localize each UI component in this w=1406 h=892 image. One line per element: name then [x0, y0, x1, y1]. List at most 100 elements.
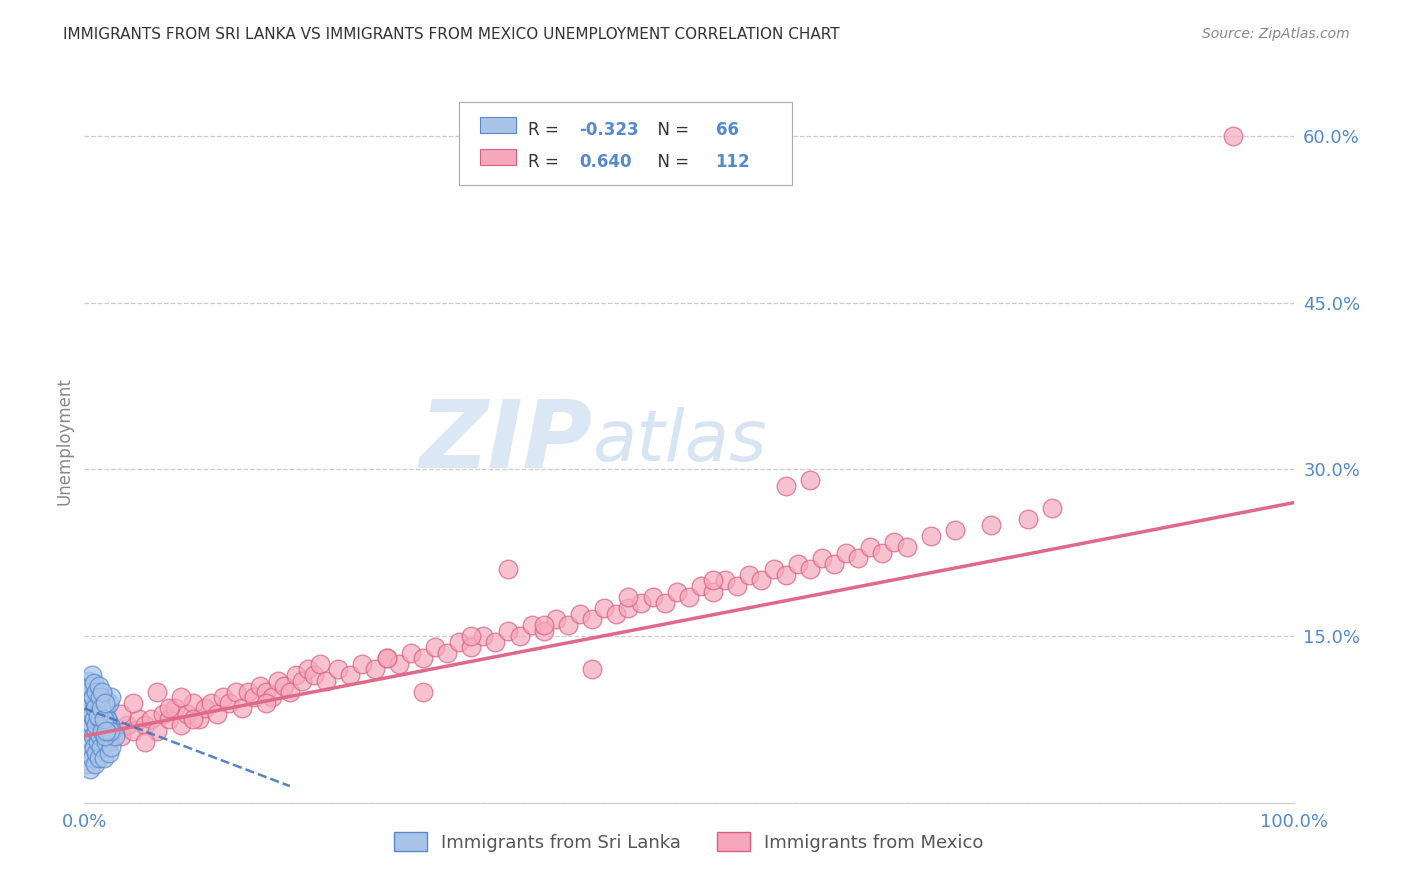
Point [77, 673, 100, 688]
Point [96, 713, 118, 727]
Point [883, 534, 905, 549]
FancyBboxPatch shape [479, 149, 516, 165]
Point [86, 718, 108, 732]
Point [472, 629, 495, 643]
Point [460, 640, 482, 655]
Point [581, 662, 603, 676]
Point [496, 562, 519, 576]
Point [786, 557, 808, 571]
Point [83, 713, 105, 727]
Point [80, 718, 103, 732]
Text: R =: R = [529, 153, 564, 170]
FancyBboxPatch shape [460, 102, 792, 185]
Point [82, 690, 104, 705]
Text: N =: N = [647, 121, 695, 139]
Point [823, 557, 845, 571]
Point [267, 673, 290, 688]
Point [89, 729, 111, 743]
Point [690, 579, 713, 593]
Point [388, 657, 411, 671]
Point [170, 690, 193, 705]
Point [152, 706, 174, 721]
Point [165, 701, 187, 715]
Point [249, 679, 271, 693]
Point [260, 690, 283, 705]
Point [412, 684, 434, 698]
Point [170, 718, 193, 732]
Point [799, 562, 821, 576]
Point [176, 706, 198, 721]
Point [157, 701, 180, 715]
Point [100, 740, 122, 755]
Point [121, 723, 143, 738]
Point [139, 713, 162, 727]
Point [128, 713, 150, 727]
Point [157, 713, 180, 727]
Point [520, 618, 543, 632]
Point [87, 751, 110, 765]
Point [87, 679, 110, 693]
Point [94, 701, 117, 715]
Point [284, 668, 308, 682]
Text: -0.323: -0.323 [579, 121, 638, 139]
Point [449, 634, 471, 648]
Point [84, 701, 107, 715]
Point [641, 590, 664, 604]
Text: IMMIGRANTS FROM SRI LANKA VS IMMIGRANTS FROM MEXICO UNEMPLOYMENT CORRELATION CHA: IMMIGRANTS FROM SRI LANKA VS IMMIGRANTS … [63, 27, 839, 42]
Point [533, 618, 555, 632]
Point [194, 701, 217, 715]
Point [302, 668, 325, 682]
Point [751, 574, 773, 588]
Point [799, 474, 821, 488]
Point [94, 723, 117, 738]
Point [363, 662, 385, 676]
Point [1017, 512, 1039, 526]
Point [200, 696, 222, 710]
Point [86, 713, 108, 727]
Point [101, 723, 124, 738]
Point [110, 706, 132, 721]
Text: ZIP: ZIP [419, 395, 592, 488]
Point [859, 540, 882, 554]
Point [93, 690, 115, 705]
Point [605, 607, 627, 621]
Point [91, 684, 114, 698]
Point [181, 713, 204, 727]
Point [291, 673, 314, 688]
Point [496, 624, 519, 638]
Point [762, 562, 785, 576]
Point [86, 740, 108, 755]
Point [943, 524, 966, 538]
Point [352, 657, 374, 671]
Point [84, 701, 107, 715]
Point [79, 763, 101, 777]
Point [82, 690, 104, 705]
Text: 66: 66 [716, 121, 738, 139]
Point [90, 740, 112, 755]
Point [702, 584, 724, 599]
Point [94, 729, 117, 743]
Point [94, 734, 117, 748]
Point [91, 729, 114, 743]
Point [617, 601, 640, 615]
Point [84, 756, 107, 771]
Point [87, 701, 110, 715]
Point [80, 668, 103, 682]
Point [104, 729, 127, 743]
Point [86, 746, 108, 760]
Point [231, 701, 253, 715]
Point [77, 746, 100, 760]
Point [97, 734, 120, 748]
Point [557, 618, 579, 632]
Point [104, 723, 127, 738]
Point [77, 734, 100, 748]
Point [509, 629, 531, 643]
Point [90, 696, 112, 710]
Point [1222, 128, 1244, 143]
Point [77, 684, 100, 698]
Point [82, 706, 104, 721]
Point [569, 607, 592, 621]
Point [278, 684, 301, 698]
Point [94, 723, 117, 738]
Point [212, 690, 235, 705]
